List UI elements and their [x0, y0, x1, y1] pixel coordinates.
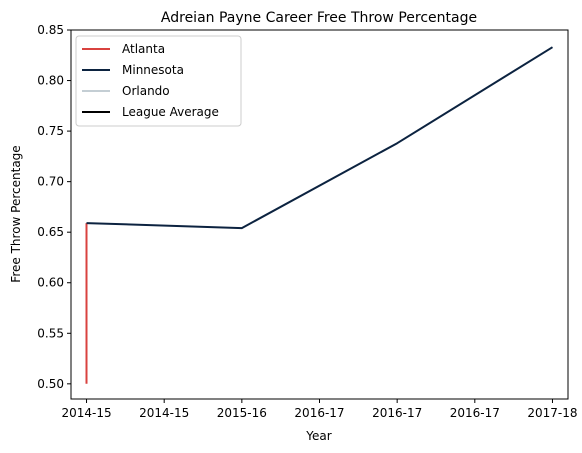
legend-label: Atlanta	[122, 42, 165, 56]
legend-label: Orlando	[122, 84, 170, 98]
x-tick-label: 2016-17	[450, 406, 500, 420]
legend-label: League Average	[122, 105, 219, 119]
x-tick-label: 2017-18	[527, 406, 577, 420]
y-tick-label: 0.80	[37, 74, 64, 88]
chart-title: Adreian Payne Career Free Throw Percenta…	[161, 10, 477, 26]
y-tick-label: 0.70	[37, 175, 64, 189]
y-tick-label: 0.55	[37, 326, 64, 340]
x-tick-label: 2014-15	[139, 406, 189, 420]
legend-label: Minnesota	[122, 63, 184, 77]
y-tick-label: 0.85	[37, 23, 64, 37]
x-tick-label: 2016-17	[372, 406, 422, 420]
legend: Atlanta Minnesota Orlando League Average	[76, 36, 241, 126]
x-axis-label: Year	[305, 429, 331, 443]
x-axis: 2014-15 2014-15 2015-16 2016-17 2016-17 2016-…	[61, 399, 577, 420]
y-tick-label: 0.65	[37, 225, 64, 239]
y-tick-label: 0.60	[37, 276, 64, 290]
x-tick-label: 2016-17	[294, 406, 344, 420]
x-tick-label: 2015-16	[217, 406, 267, 420]
y-axis: 0.50 0.55 0.60 0.65 0.70 0.75 0.80 0.85	[37, 23, 71, 391]
y-axis-label: Free Throw Percentage	[9, 145, 23, 282]
y-tick-label: 0.75	[37, 124, 64, 138]
x-tick-label: 2014-15	[61, 406, 111, 420]
y-tick-label: 0.50	[37, 377, 64, 391]
